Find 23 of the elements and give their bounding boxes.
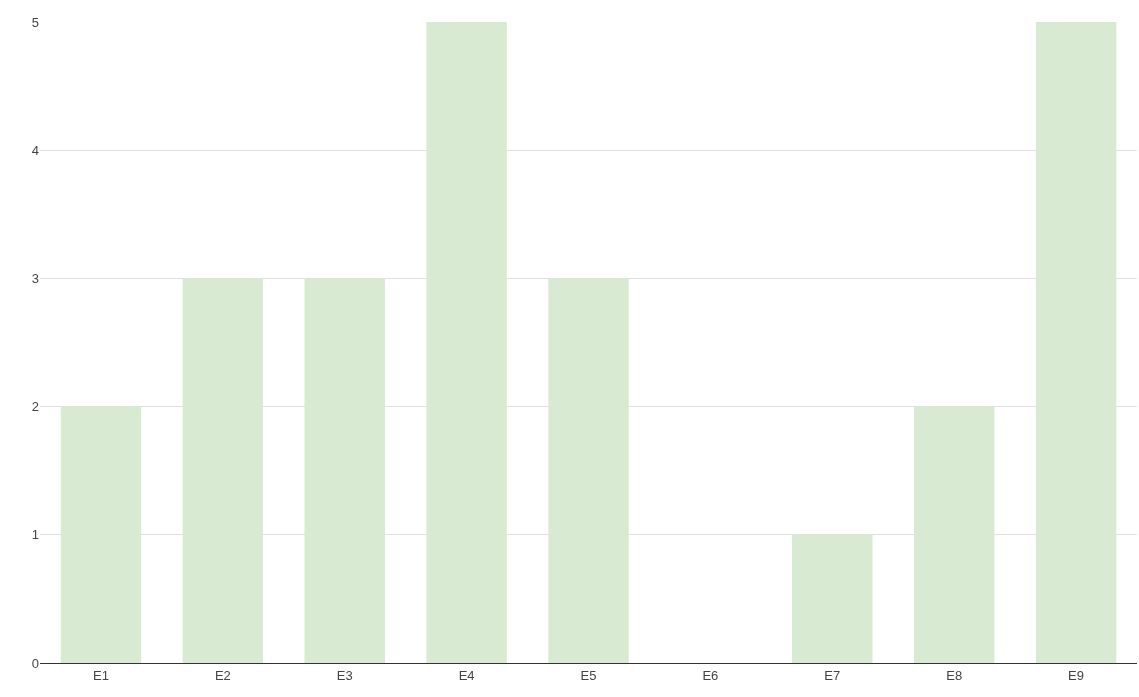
y-tick-label: 3 bbox=[31, 270, 39, 286]
x-tick-label: E1 bbox=[92, 667, 109, 683]
bar bbox=[792, 534, 873, 663]
x-tick-label: E9 bbox=[1068, 667, 1085, 683]
bar bbox=[426, 22, 507, 663]
y-tick-label: 1 bbox=[31, 527, 39, 543]
bar bbox=[304, 278, 385, 663]
y-tick-label: 2 bbox=[31, 399, 39, 415]
bar bbox=[913, 406, 995, 663]
y-tick-label: 5 bbox=[31, 14, 39, 30]
bar bbox=[1035, 22, 1117, 663]
x-tick-label: E3 bbox=[336, 667, 353, 683]
x-tick-label: E2 bbox=[214, 667, 231, 683]
bar bbox=[60, 406, 142, 663]
x-tick-label: E5 bbox=[580, 667, 597, 683]
y-tick-label: 4 bbox=[31, 142, 39, 158]
x-tick-label: E4 bbox=[458, 667, 475, 683]
x-tick-label: E6 bbox=[702, 667, 719, 683]
x-tick-label: E7 bbox=[824, 667, 841, 683]
x-tick-label: E8 bbox=[946, 667, 963, 683]
bar bbox=[548, 278, 629, 663]
bar bbox=[182, 278, 264, 663]
y-tick-label: 0 bbox=[31, 655, 39, 671]
